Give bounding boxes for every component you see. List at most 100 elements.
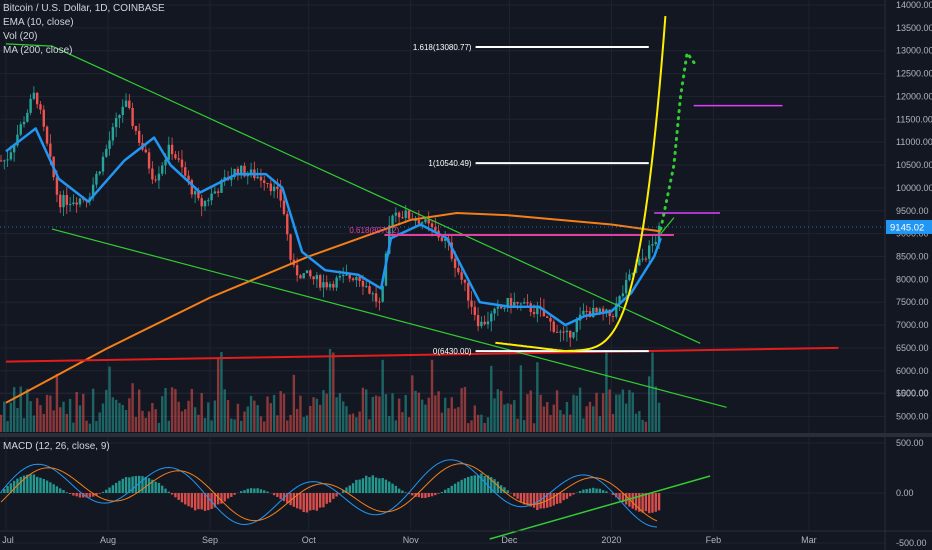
volume-bar bbox=[9, 402, 13, 432]
volume-bar bbox=[282, 393, 286, 432]
volume-bar bbox=[65, 413, 69, 432]
macd-histogram-bar bbox=[6, 486, 9, 493]
candle-body bbox=[522, 302, 526, 304]
macd-histogram-bar bbox=[85, 493, 88, 498]
candle-body bbox=[124, 100, 128, 107]
macd-histogram-bar bbox=[335, 493, 338, 497]
candle-body bbox=[12, 145, 16, 153]
volume-bar bbox=[513, 400, 516, 432]
candle-body bbox=[279, 189, 282, 201]
volume-bar bbox=[565, 401, 569, 432]
candle-body bbox=[276, 186, 279, 190]
macd-histogram-bar bbox=[341, 490, 345, 493]
macd-histogram-bar bbox=[88, 493, 92, 498]
volume-bar bbox=[190, 388, 194, 432]
volume-bar bbox=[279, 391, 282, 432]
channel-upper-line bbox=[51, 45, 701, 344]
macd-histogram-bar bbox=[292, 493, 296, 507]
candle-body bbox=[513, 301, 516, 307]
macd-histogram-bar bbox=[276, 493, 279, 497]
macd-histogram-bar bbox=[615, 493, 618, 498]
macd-histogram-bar bbox=[29, 474, 32, 493]
volume-bar bbox=[430, 359, 434, 432]
volume-bar bbox=[193, 407, 197, 432]
volume-bar bbox=[401, 412, 404, 432]
candle-body bbox=[118, 114, 121, 119]
volume-bar bbox=[95, 421, 98, 432]
candle-body bbox=[397, 212, 401, 218]
parabolic-curve bbox=[495, 16, 667, 353]
macd-histogram-bar bbox=[394, 485, 398, 493]
volume-bar bbox=[82, 393, 85, 432]
candle-body bbox=[0, 160, 3, 162]
price-tick-label: 11000.00 bbox=[896, 137, 932, 147]
macd-tick-label: -500.00 bbox=[896, 538, 927, 548]
candle-body bbox=[496, 306, 500, 309]
macd-histogram-bar bbox=[0, 492, 3, 493]
candle-body bbox=[203, 200, 207, 207]
macd-histogram-bar bbox=[322, 493, 325, 508]
volume-bar bbox=[621, 389, 625, 432]
candle-body bbox=[490, 313, 493, 322]
candle-body bbox=[545, 316, 549, 318]
macd-histogram-bar bbox=[430, 493, 434, 497]
volume-bar bbox=[49, 395, 52, 432]
price-tick-label: 14000.00 bbox=[896, 0, 932, 10]
macd-histogram-bar bbox=[388, 481, 391, 493]
volume-bar bbox=[345, 406, 348, 432]
macd-histogram-bar bbox=[351, 483, 355, 493]
volume-bar bbox=[536, 362, 539, 432]
volume-bar bbox=[496, 389, 500, 432]
macd-histogram-bar bbox=[473, 475, 477, 493]
macd-histogram-bar bbox=[638, 493, 641, 512]
macd-histogram-bar bbox=[378, 478, 381, 493]
macd-histogram-bar bbox=[348, 485, 351, 493]
volume-bar bbox=[582, 418, 585, 432]
candle-body bbox=[6, 159, 9, 161]
volume-bar bbox=[200, 393, 203, 432]
macd-histogram-bar bbox=[246, 488, 249, 493]
macd-histogram-bar bbox=[519, 493, 523, 503]
volume-bar bbox=[368, 419, 371, 432]
macd-histogram-bar bbox=[220, 493, 223, 504]
candle-body bbox=[256, 176, 259, 179]
candle-body bbox=[174, 154, 177, 159]
price-tick-label: 5000.00 bbox=[896, 412, 929, 422]
candle-body bbox=[638, 259, 641, 266]
volume-bar bbox=[338, 393, 342, 432]
volume-bar bbox=[62, 401, 65, 432]
candle-body bbox=[417, 220, 421, 224]
volume-bar bbox=[450, 397, 453, 432]
macd-histogram-bar bbox=[12, 480, 16, 493]
candle-body bbox=[286, 213, 289, 235]
volume-bar bbox=[417, 392, 421, 432]
macd-histogram-bar bbox=[522, 493, 526, 505]
volume-bar bbox=[29, 401, 32, 432]
macd-histogram-bar bbox=[401, 490, 404, 493]
macd-histogram-bar bbox=[332, 493, 335, 499]
volume-bar bbox=[131, 383, 134, 432]
volume-bar bbox=[493, 398, 496, 432]
macd-histogram-bar bbox=[32, 474, 36, 493]
candle-body bbox=[177, 158, 180, 160]
macd-histogram-bar bbox=[355, 479, 358, 493]
volume-bar bbox=[394, 420, 398, 432]
candle-body bbox=[75, 202, 78, 205]
macd-histogram-bar bbox=[157, 482, 161, 493]
pane-separator[interactable] bbox=[0, 433, 932, 437]
volume-bar bbox=[137, 389, 141, 432]
volume-bar bbox=[575, 395, 579, 432]
candle-body bbox=[434, 227, 437, 231]
macd-histogram-bar bbox=[592, 487, 595, 493]
macd-histogram-bar bbox=[230, 493, 233, 497]
candle-body bbox=[325, 282, 328, 288]
macd-histogram-bar bbox=[207, 493, 210, 511]
macd-histogram-bar bbox=[529, 493, 532, 507]
candle-body bbox=[657, 225, 661, 242]
macd-trendline bbox=[489, 475, 711, 540]
volume-bar bbox=[473, 405, 477, 432]
candle-body bbox=[322, 282, 325, 288]
volume-bar bbox=[0, 414, 3, 432]
